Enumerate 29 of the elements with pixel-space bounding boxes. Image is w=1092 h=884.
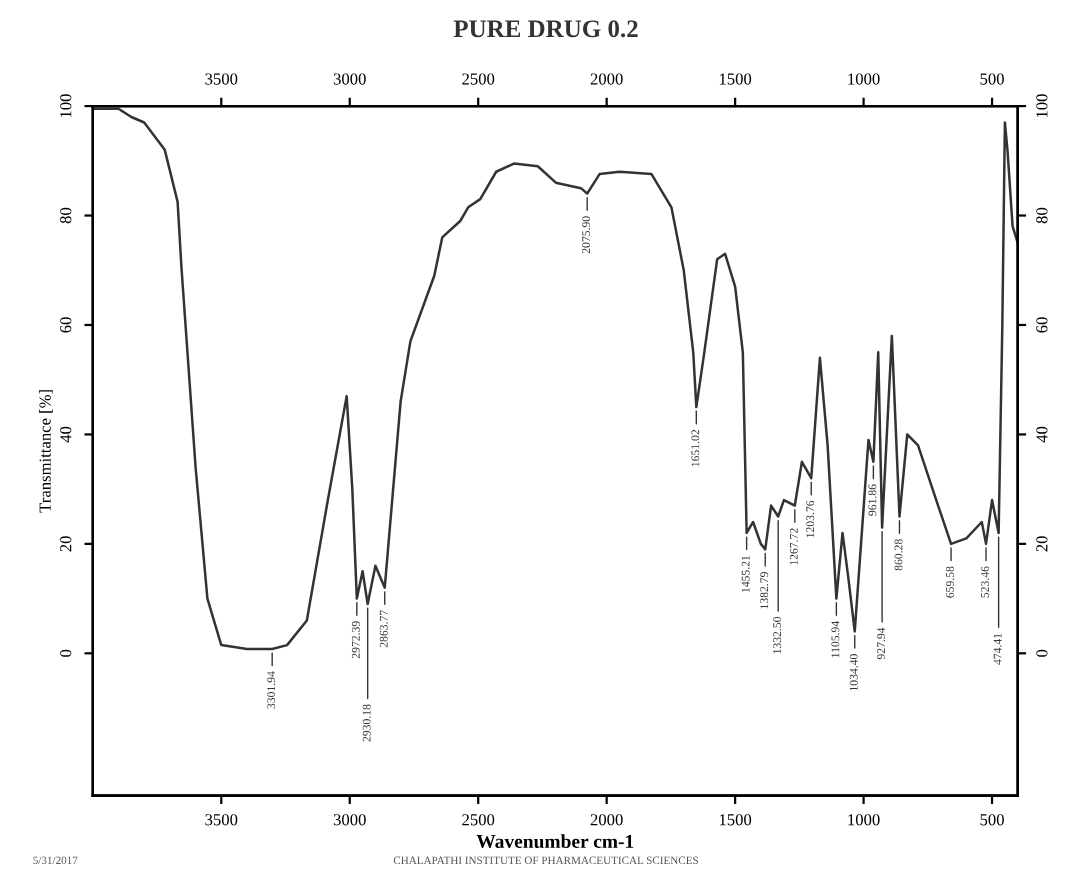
chart-title: PURE DRUG 0.2 [453, 20, 638, 38]
y-tick-label: 20 [60, 536, 72, 552]
y2-tick-label: 40 [1036, 426, 1048, 443]
x2-tick-label: 2500 [462, 73, 495, 85]
x-tick-label: 2500 [462, 814, 495, 826]
x-tick-label: 2000 [590, 814, 623, 826]
x-tick-label: 500 [980, 814, 1004, 826]
y2-tick-label: 0 [1036, 649, 1048, 657]
y-tick-label: 80 [60, 207, 72, 224]
x2-tick-label: 1000 [848, 73, 880, 85]
y-tick-label: 0 [60, 649, 72, 657]
y-axis-title: Transmittance [%] [38, 390, 53, 513]
x2-tick-label: 3500 [205, 73, 238, 85]
x-axis-title: Wavenumber cm-1 [476, 834, 634, 849]
y-tick-label: 100 [60, 94, 72, 118]
x-tick-label: 1500 [719, 814, 752, 826]
x2-tick-label: 2000 [590, 73, 623, 85]
x2-tick-label: 500 [980, 73, 1004, 85]
y2-tick-label: 60 [1036, 317, 1048, 333]
y2-tick-label: 20 [1036, 536, 1048, 552]
y-tick-label: 40 [60, 426, 72, 443]
y-tick-label: 60 [60, 317, 72, 333]
x2-tick-label: 3000 [333, 73, 366, 85]
x2-tick-label: 1500 [719, 73, 752, 85]
y2-tick-label: 100 [1036, 94, 1048, 118]
y2-tick-label: 80 [1036, 207, 1048, 224]
x-tick-label: 3000 [333, 814, 366, 826]
x-tick-label: 1000 [848, 814, 880, 826]
x-tick-label: 3500 [205, 814, 238, 826]
